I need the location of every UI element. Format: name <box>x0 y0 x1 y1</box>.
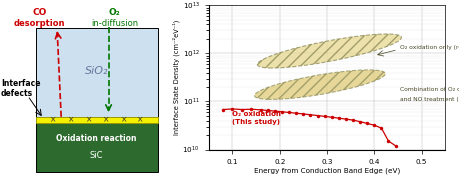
Text: Combination of O₂ oxidation: Combination of O₂ oxidation <box>400 87 459 92</box>
Ellipse shape <box>255 70 385 99</box>
Text: and NO treatment (reported): and NO treatment (reported) <box>400 97 459 102</box>
Text: ×: × <box>68 116 74 124</box>
Text: Oxidation reaction: Oxidation reaction <box>56 134 137 142</box>
Text: ×: × <box>103 116 110 124</box>
Y-axis label: Interface State Density (cm⁻²eV⁻¹): Interface State Density (cm⁻²eV⁻¹) <box>172 20 179 135</box>
Text: O₂ oxidation: O₂ oxidation <box>233 111 281 117</box>
FancyBboxPatch shape <box>35 117 158 123</box>
Text: O₂ oxidation only (reported): O₂ oxidation only (reported) <box>400 45 459 50</box>
Text: CO: CO <box>32 8 47 17</box>
FancyBboxPatch shape <box>35 122 158 172</box>
Text: SiO₂: SiO₂ <box>85 66 108 76</box>
Text: Interface
defects: Interface defects <box>1 79 40 98</box>
Text: ×: × <box>86 116 92 124</box>
Ellipse shape <box>257 34 402 68</box>
Text: in-diffusion: in-diffusion <box>91 19 138 27</box>
Text: ×: × <box>137 116 143 124</box>
Text: ×: × <box>50 116 56 124</box>
Text: (This study): (This study) <box>233 119 280 125</box>
X-axis label: Energy from Conduction Band Edge (eV): Energy from Conduction Band Edge (eV) <box>254 167 400 174</box>
Text: O₂: O₂ <box>109 8 120 17</box>
FancyBboxPatch shape <box>35 28 158 120</box>
Text: ×: × <box>121 116 128 124</box>
Text: SiC: SiC <box>90 151 103 160</box>
Text: desorption: desorption <box>14 19 65 27</box>
